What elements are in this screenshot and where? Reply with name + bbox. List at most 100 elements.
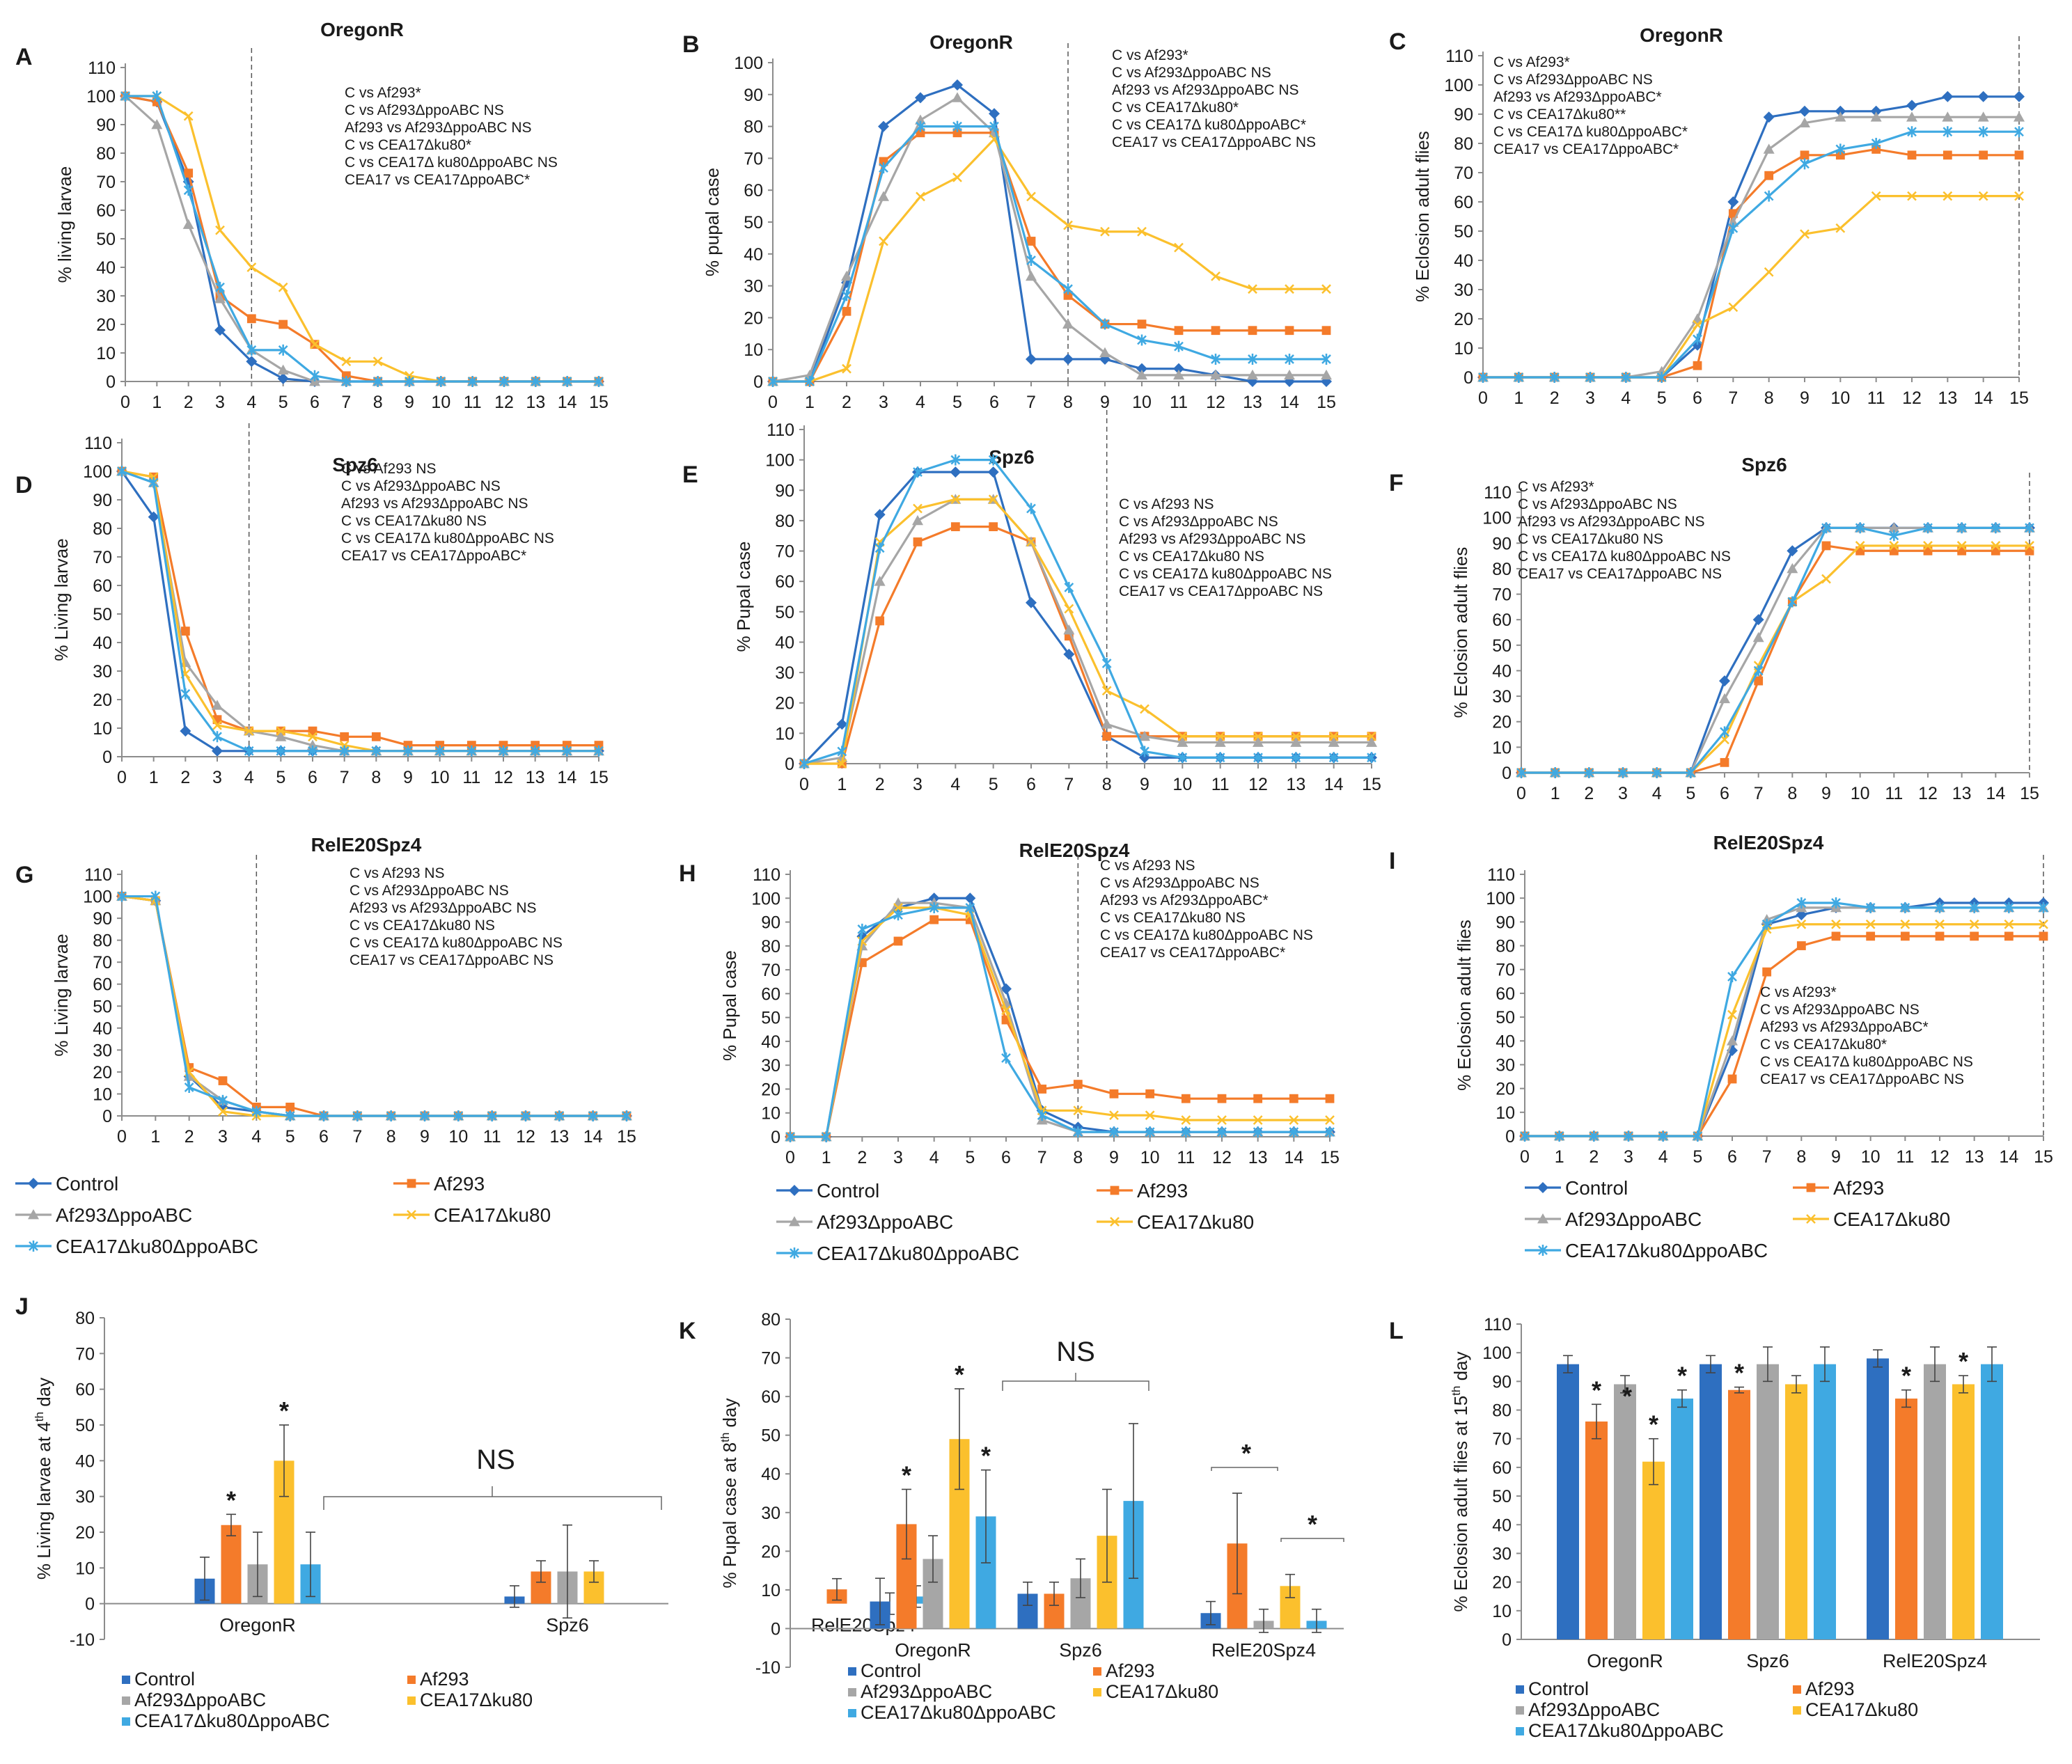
x-tick-label: 5	[952, 393, 962, 412]
data-point	[1325, 1126, 1335, 1138]
x-tick-label: 1	[805, 393, 815, 412]
data-point	[1181, 1094, 1191, 1103]
legend-item-af293-ppoabc: Af293ΔppoABC	[122, 1690, 266, 1710]
data-point	[1821, 541, 1831, 551]
y-tick-label: 0	[106, 372, 116, 392]
legend-label: Af293ΔppoABC	[861, 1681, 992, 1702]
panel-letter: A	[15, 44, 33, 70]
series-line	[1525, 901, 2043, 1137]
x-tick-label: 8	[373, 393, 383, 412]
data-point	[837, 759, 847, 769]
x-tick-label: 11	[1867, 388, 1885, 408]
data-point	[1870, 111, 1882, 122]
data-point	[1693, 333, 1702, 345]
y-tick-label: 50	[761, 1009, 780, 1028]
bar-legend-j: Control Af293 Af293ΔppoABC CEA17Δku80 CEA17Δ…	[122, 1669, 533, 1731]
bar	[1952, 1384, 1975, 1639]
data-point	[183, 184, 194, 196]
y-tick-label: 30	[96, 287, 116, 306]
data-point	[1831, 897, 1841, 909]
data-point	[950, 494, 961, 505]
data-point	[1100, 226, 1110, 237]
data-point	[1762, 967, 1772, 977]
y-tick-label: 20	[761, 1080, 780, 1099]
data-point	[1865, 901, 1876, 913]
y-tick-label: 20	[93, 1063, 112, 1082]
data-point	[989, 108, 1000, 120]
stat-annotation: C vs CEA17Δ ku80ΔppoABC NS	[1760, 1054, 1973, 1070]
data-point	[2004, 919, 2014, 929]
stat-annotation: C vs Af293*	[1493, 54, 1570, 70]
x-tick-label: 15	[589, 393, 609, 412]
x-tick-label: 9	[420, 1127, 430, 1147]
ns-bracket	[1002, 1373, 1149, 1391]
data-point	[1026, 537, 1036, 547]
legend-swatch	[1793, 1706, 1801, 1715]
bar	[1671, 1399, 1693, 1639]
data-point	[1217, 1094, 1227, 1103]
legend-marker	[1806, 1214, 1816, 1224]
x-tick-label: 9	[1831, 1147, 1841, 1167]
legend-marker	[1110, 1217, 1120, 1227]
y-tick-label: 80	[93, 931, 112, 951]
x-tick-label: 9	[405, 393, 414, 412]
stat-annotation: C vs Af293ΔppoABC NS	[1518, 496, 1677, 512]
y-tick-label: 30	[744, 277, 763, 297]
y-tick-label: 80	[761, 1310, 780, 1330]
data-point	[308, 732, 317, 742]
series-cea17-ku80-ppoabc	[799, 454, 1376, 769]
x-tick-label: 2	[1584, 784, 1594, 803]
y-tick-label: 80	[93, 519, 112, 539]
x-tick-label: 11	[1896, 1147, 1914, 1167]
stat-annotation: CEA17 vs CEA17ΔppoABC NS	[350, 952, 554, 968]
y-axis-label: % Living larvae at 4th day	[33, 1378, 54, 1580]
x-tick-label: 1	[1551, 784, 1560, 803]
y-tick-label: 100	[1486, 889, 1515, 908]
data-point	[499, 376, 509, 387]
data-point	[1943, 150, 1952, 160]
series-cea17-ku80-ppoabc	[1516, 522, 2034, 778]
data-point	[1651, 767, 1662, 778]
x-tick-label: 12	[1206, 393, 1225, 412]
data-point	[1754, 676, 1764, 686]
data-point	[341, 376, 352, 387]
data-point	[1063, 290, 1073, 300]
legend-item-af293: Af293	[393, 1173, 485, 1195]
panel-letter: J	[15, 1293, 29, 1320]
data-point	[1253, 1115, 1263, 1125]
y-tick-label: 80	[744, 118, 763, 137]
legend-label: CEA17Δku80	[1137, 1211, 1254, 1233]
bar	[1814, 1364, 1836, 1639]
data-point	[1140, 704, 1149, 714]
x-tick-label: 6	[1026, 775, 1036, 794]
x-tick-label: 9	[1821, 784, 1831, 803]
data-point	[1835, 150, 1845, 160]
stat-annotation: C vs CEA17Δku80*	[345, 137, 471, 153]
data-point	[1136, 369, 1147, 380]
significance-bracket	[1211, 1467, 1278, 1471]
data-point	[2039, 901, 2048, 913]
data-point	[1900, 901, 1910, 913]
y-tick-label: 100	[765, 451, 794, 471]
data-point	[435, 741, 445, 750]
y-tick-label: 50	[1496, 1008, 1515, 1027]
data-point	[1248, 284, 1257, 294]
y-tick-label: 110	[84, 434, 112, 453]
y-tick-label: 0	[102, 748, 112, 767]
legend-item-cea17-ku80-ppoabc: CEA17Δku80ΔppoABC	[1516, 1720, 1724, 1741]
series-line	[804, 526, 1372, 765]
data-point	[1101, 686, 1112, 696]
data-point	[1291, 731, 1301, 741]
stat-annotation: C vs Af293ΔppoABC NS	[1760, 1002, 1920, 1018]
x-tick-label: 12	[516, 1127, 535, 1147]
data-point	[371, 732, 381, 741]
x-tick-label: 3	[1585, 388, 1595, 408]
data-point	[1217, 1115, 1227, 1125]
stat-annotation: C vs Af293*	[1112, 47, 1188, 63]
data-point	[1177, 752, 1188, 764]
legend-label: Af293	[1833, 1177, 1884, 1199]
data-point	[912, 514, 923, 526]
